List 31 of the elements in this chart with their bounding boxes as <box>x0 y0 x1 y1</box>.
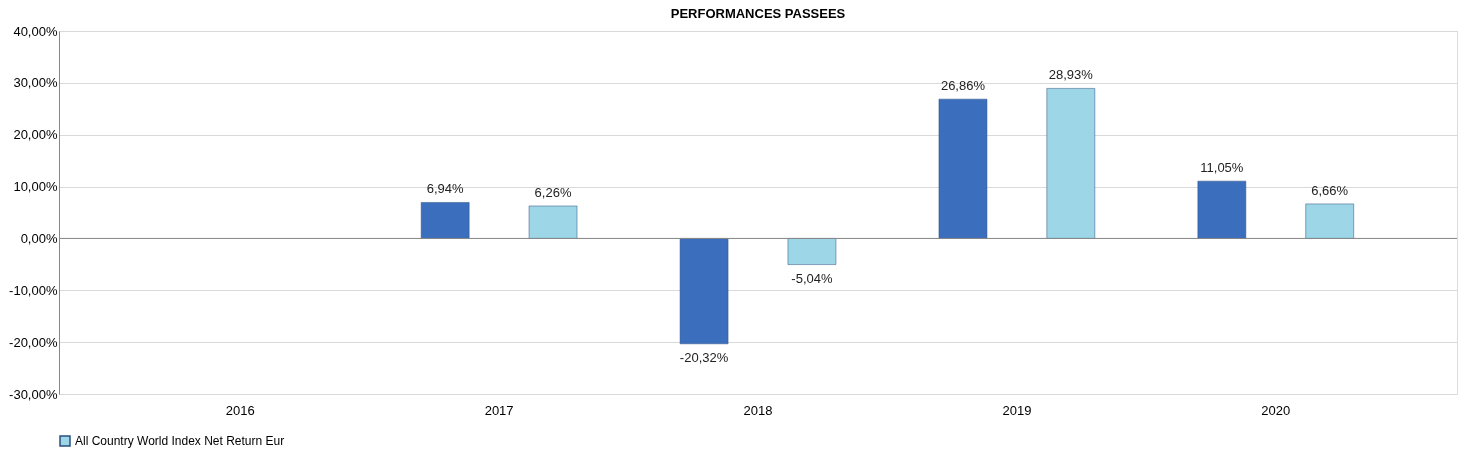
data-label: 26,86% <box>940 78 986 94</box>
data-label: 6,94% <box>426 181 465 197</box>
x-tick-label: 2017 <box>484 402 514 418</box>
data-label: 28,93% <box>1048 67 1094 83</box>
x-tick-label: 2018 <box>743 402 773 418</box>
bar <box>420 202 470 239</box>
y-tick-label: -20,00% <box>9 334 58 350</box>
y-tick-label: -30,00% <box>9 386 58 402</box>
bar <box>787 238 837 265</box>
data-label: -5,04% <box>791 270 833 286</box>
bar <box>1046 88 1096 239</box>
y-tick-label: 0,00% <box>20 230 58 246</box>
data-label: 11,05% <box>1200 160 1244 176</box>
y-tick-label: -10,00% <box>9 282 58 298</box>
legend-label: All Country World Index Net Return Eur <box>75 434 285 448</box>
data-label: -20,32% <box>679 349 729 365</box>
y-tick-label: 20,00% <box>13 127 58 143</box>
chart-title: PERFORMANCES PASSEES <box>670 6 846 21</box>
bar <box>679 238 729 345</box>
x-tick-label: 2019 <box>1002 402 1032 418</box>
bar <box>1305 203 1354 239</box>
bar <box>1197 180 1247 239</box>
y-tick-label: 30,00% <box>13 75 58 91</box>
bar <box>938 98 988 239</box>
data-label: 6,66% <box>1311 182 1349 198</box>
y-tick-label: 40,00% <box>13 23 58 39</box>
x-tick-label: 2020 <box>1261 402 1291 418</box>
data-label: 6,26% <box>534 184 572 200</box>
x-tick-label: 2016 <box>225 402 255 418</box>
y-tick-label: 10,00% <box>13 179 58 195</box>
bar <box>528 205 578 239</box>
